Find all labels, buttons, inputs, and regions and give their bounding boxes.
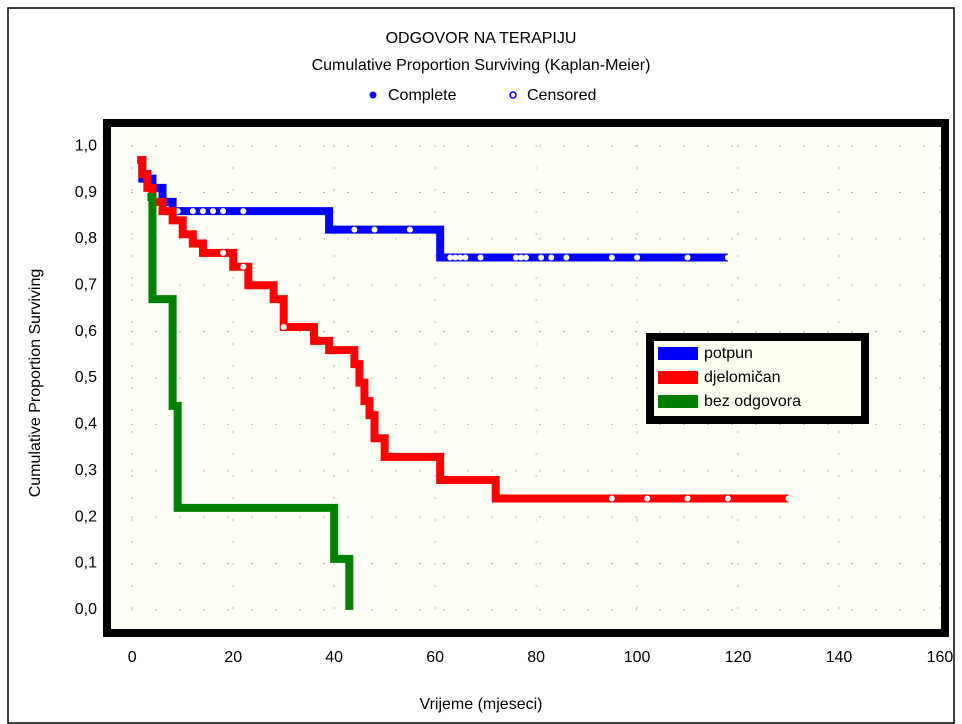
- legend-swatch: [658, 395, 698, 408]
- censored-point: [406, 226, 413, 233]
- y-tick-label: 0,5: [75, 369, 97, 386]
- y-tick-label: 0,6: [75, 323, 97, 340]
- x-tick-label: 60: [426, 649, 444, 666]
- censored-point: [240, 208, 247, 215]
- survival-line: [147, 193, 354, 610]
- y-tick-label: 0,3: [75, 462, 97, 479]
- y-tick-label: 0,2: [75, 508, 97, 525]
- censored-point: [563, 254, 570, 261]
- y-tick-label: 0,7: [75, 276, 97, 293]
- legend-label: djelomičan: [704, 369, 780, 386]
- y-tick-label: 0,4: [75, 416, 97, 433]
- y-tick-label: 0,8: [75, 230, 97, 247]
- censored-point: [240, 263, 247, 270]
- censored-point: [351, 226, 358, 233]
- censored-point: [684, 254, 691, 261]
- censored-point: [512, 254, 519, 261]
- censored-point: [210, 208, 217, 215]
- censored-point: [608, 254, 615, 261]
- x-tick-label: 120: [725, 649, 752, 666]
- censored-point: [462, 254, 469, 261]
- y-tick-label: 0,0: [75, 601, 97, 618]
- x-tick-label: 40: [325, 649, 343, 666]
- chart-subtitle: Cumulative Proportion Surviving (Kaplan-…: [312, 57, 651, 74]
- censored-marker: [509, 91, 517, 99]
- censored-point: [517, 254, 524, 261]
- x-tick-label: 20: [224, 649, 242, 666]
- censored-point: [452, 254, 459, 261]
- y-tick-label: 1,0: [75, 137, 97, 154]
- censored-point: [523, 254, 529, 261]
- x-tick-label: 160: [927, 649, 954, 666]
- y-axis-label: Cumulative Proportion Surviving: [27, 269, 44, 498]
- chart-title: ODGOVOR NA TERAPIJU: [386, 30, 577, 47]
- x-axis-label: Vrijeme (mjeseci): [420, 696, 543, 713]
- censored-point: [644, 495, 651, 502]
- censored-point: [371, 226, 378, 233]
- y-tick-label: 0,9: [75, 184, 97, 201]
- censored-point: [220, 208, 227, 215]
- censored-point: [608, 495, 615, 502]
- censored-point: [634, 254, 641, 261]
- censored-point: [457, 254, 464, 261]
- marker-legend-label: Censored: [527, 87, 596, 104]
- complete-marker: [369, 91, 377, 99]
- censored-point: [785, 495, 792, 502]
- censored-point: [548, 254, 555, 261]
- censored-point: [538, 254, 545, 261]
- marker-legend-label: Complete: [388, 87, 457, 104]
- x-tick-label: 0: [128, 649, 137, 666]
- y-tick-label: 0,1: [75, 555, 97, 572]
- legend-swatch: [658, 371, 698, 384]
- x-tick-label: 100: [624, 649, 651, 666]
- survival-line: [137, 156, 789, 503]
- censored-point: [477, 254, 484, 261]
- censored-point: [684, 495, 691, 502]
- censored-point: [724, 254, 731, 261]
- censored-point: [189, 208, 196, 215]
- legend-label: bez odgovora: [704, 393, 801, 410]
- censored-point: [199, 208, 206, 215]
- legend-swatch: [658, 347, 698, 360]
- censored-point: [280, 324, 287, 330]
- x-tick-label: 80: [527, 649, 545, 666]
- censored-point: [220, 249, 227, 256]
- censored-point: [724, 495, 731, 502]
- legend-label: potpun: [704, 345, 753, 362]
- plot-border: [103, 119, 949, 637]
- x-tick-label: 140: [826, 649, 853, 666]
- censored-point: [447, 254, 454, 261]
